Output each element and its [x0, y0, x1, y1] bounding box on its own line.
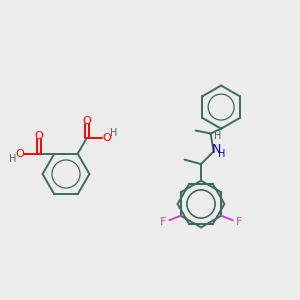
- Text: O: O: [82, 116, 91, 126]
- Text: O: O: [34, 131, 43, 141]
- Text: H: H: [110, 128, 117, 138]
- Text: N: N: [211, 142, 221, 156]
- Text: F: F: [236, 217, 242, 227]
- Text: F: F: [160, 217, 167, 227]
- Text: H: H: [214, 131, 221, 141]
- Text: O: O: [15, 149, 24, 159]
- Text: H: H: [9, 154, 16, 164]
- Text: H: H: [218, 149, 226, 159]
- Text: O: O: [102, 133, 111, 143]
